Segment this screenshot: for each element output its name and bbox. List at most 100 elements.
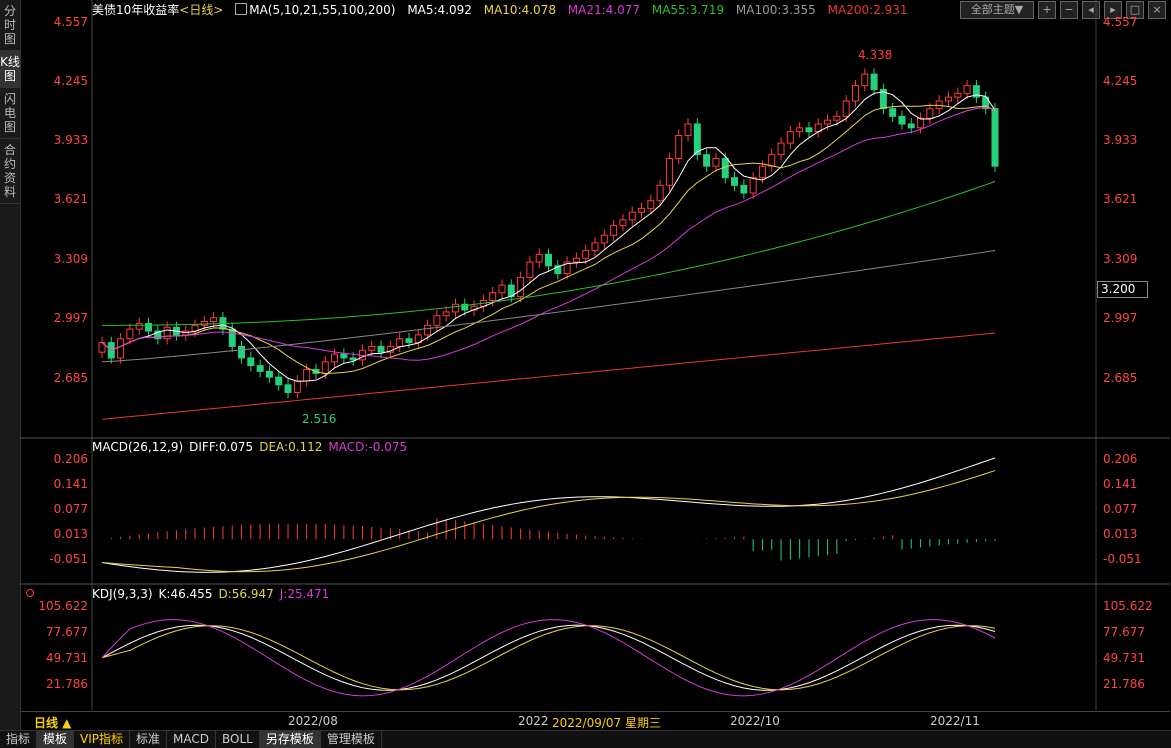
candle: [117, 338, 125, 359]
candle: [628, 211, 636, 221]
candle: [879, 88, 887, 110]
tab-contract-info[interactable]: 合约资料: [0, 139, 20, 204]
close-icon[interactable]: ×: [1148, 1, 1166, 19]
price-tick-right: 3.621: [1103, 192, 1138, 206]
candle: [656, 184, 664, 202]
candle: [944, 96, 952, 102]
fullscreen-icon[interactable]: □: [1126, 1, 1144, 19]
kdj-tick-right: 21.786: [1103, 677, 1145, 691]
candle: [312, 368, 320, 374]
candle: [591, 242, 599, 252]
date-axis: 日线 ▲ 2022/08 2022 2022/09/07 星期三 2022/10…: [20, 711, 1170, 731]
candle: [433, 315, 441, 326]
tab-kline[interactable]: K线图: [0, 51, 20, 88]
candle: [154, 330, 162, 340]
pan-right-icon[interactable]: ▸: [1104, 1, 1122, 19]
candle: [126, 328, 134, 340]
candle: [712, 158, 720, 167]
tab-vip-indicators[interactable]: VIP指标: [74, 731, 131, 748]
candle: [824, 119, 832, 125]
candle: [991, 108, 999, 167]
candle: [442, 311, 450, 317]
bottom-toolbar: 指标 模板 VIP指标 标准 MACD BOLL 另存模板 管理模板: [0, 730, 1171, 748]
ma100-value: MA100:3.355: [735, 3, 816, 17]
tab-indicators[interactable]: 指标: [0, 731, 38, 748]
cursor-date: 2022/09/07 星期三: [552, 716, 661, 730]
candle: [461, 303, 469, 311]
tab-timeshare[interactable]: 分时图: [0, 0, 20, 51]
candle: [321, 361, 329, 374]
candle: [684, 123, 692, 136]
ma-settings-icon[interactable]: [235, 3, 248, 15]
ma21-value: MA21:4.077: [567, 3, 641, 17]
candle: [293, 380, 301, 393]
zoom-in-icon[interactable]: +: [1038, 1, 1056, 19]
macd-tick-right: 0.206: [1103, 452, 1138, 466]
candle: [238, 345, 246, 359]
candle: [963, 85, 971, 94]
candle: [424, 324, 432, 336]
period-select[interactable]: 日线 ▲: [34, 716, 72, 730]
candle: [545, 253, 552, 267]
macd-label: MACD(26,12,9): [92, 440, 184, 454]
price-tick-right: 3.309: [1103, 252, 1138, 266]
candle: [247, 357, 255, 367]
kdj-tick: 21.786: [46, 677, 88, 691]
price-tick-left: 4.557: [53, 15, 88, 29]
tab-save-template[interactable]: 另存模板: [259, 731, 321, 748]
candle: [954, 92, 962, 98]
kdj-tick: 49.731: [46, 651, 88, 665]
price-tick-left: 4.245: [53, 74, 88, 88]
candle: [451, 303, 459, 313]
candle: [554, 265, 562, 275]
kdj-tick: 105.622: [38, 599, 88, 613]
candle: [526, 261, 534, 278]
tab-macd[interactable]: MACD: [167, 731, 217, 748]
kdj-tick: 77.677: [46, 625, 88, 639]
tab-boll[interactable]: BOLL: [216, 731, 260, 748]
ma10-line: [101, 104, 996, 374]
candle: [861, 73, 869, 87]
candle: [675, 134, 683, 160]
candle: [758, 165, 766, 179]
kline-chart[interactable]: 4.338 2.516: [20, 0, 1170, 710]
candle: [200, 321, 208, 326]
price-tick-left: 3.309: [53, 252, 88, 266]
tab-standard[interactable]: 标准: [130, 731, 168, 748]
candle: [275, 376, 283, 386]
candle: [135, 322, 143, 330]
candle: [749, 177, 757, 194]
candle: [768, 154, 776, 167]
instrument-name: 美债10年收益率: [92, 3, 180, 17]
kdj-d-line: [101, 625, 996, 691]
ma5-value: MA5:4.092: [407, 3, 472, 17]
kdj-k-line: [101, 624, 996, 691]
tab-templates[interactable]: 模板: [37, 731, 75, 748]
macd-value: MACD:-0.075: [328, 440, 408, 454]
macd-tick: 0.013: [53, 527, 88, 541]
macd-tick: 0.141: [53, 477, 88, 491]
settings-dot-icon[interactable]: [26, 589, 34, 597]
ma5-line: [101, 91, 996, 382]
candle: [600, 234, 608, 244]
candle: [210, 317, 218, 323]
candle: [665, 158, 673, 186]
macd-tick: 0.077: [53, 502, 88, 516]
candle: [256, 365, 264, 372]
price-tick-right: 2.997: [1103, 311, 1138, 325]
candle: [889, 108, 897, 117]
date-tick: 2022/10: [730, 714, 780, 728]
side-tabs: 分时图 K线图 闪电图 合约资料: [0, 0, 21, 730]
macd-dea: DEA:0.112: [259, 440, 323, 454]
ma55-line: [101, 181, 996, 326]
candle: [703, 154, 711, 167]
zoom-out-icon[interactable]: −: [1060, 1, 1078, 19]
tab-flash[interactable]: 闪电图: [0, 88, 20, 139]
candle: [786, 131, 794, 144]
current-price-box: 3.200: [1097, 281, 1148, 298]
tab-manage-templates[interactable]: 管理模板: [321, 731, 382, 748]
candle: [368, 345, 376, 351]
candle: [870, 73, 878, 90]
kdj-d: D:56.947: [218, 587, 274, 601]
theme-select[interactable]: 全部主题▼: [960, 1, 1034, 19]
